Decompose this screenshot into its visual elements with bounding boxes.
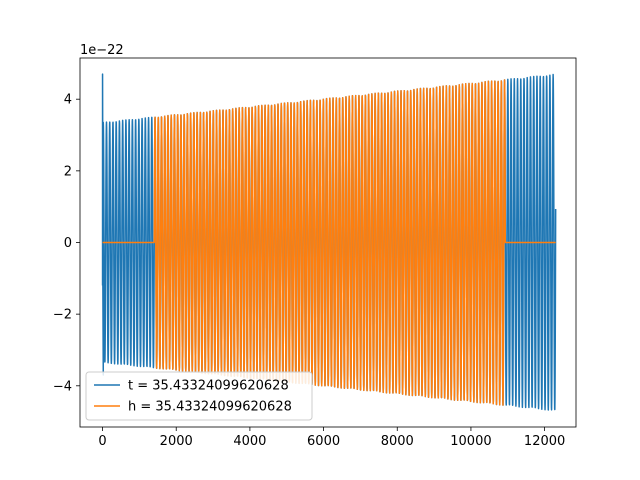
y-tick-label: −2	[53, 308, 72, 323]
axes-layer: 0 2000 4000 6000 8000 10000 12000 −4 −2 0 2 4	[53, 57, 577, 449]
legend-entry-label: t = 35.43324099620628	[128, 379, 289, 394]
x-tick-label: 2000	[160, 434, 193, 449]
series-line-2	[101, 79, 557, 406]
x-tick-label: 12000	[524, 434, 565, 449]
legend-box	[85, 371, 313, 421]
legend: t = 35.43324099620628 h = 35.433240996206…	[85, 371, 313, 421]
x-tick-label: 10000	[450, 434, 491, 449]
y-tick-label: −4	[53, 379, 72, 394]
series-layer	[101, 73, 557, 411]
y-offset-label: 1e−22	[80, 43, 124, 58]
y-tick-label: 4	[64, 93, 72, 108]
x-tick-label: 8000	[381, 434, 414, 449]
legend-entry-label: h = 35.43324099620628	[128, 400, 292, 415]
x-tick-label: 6000	[307, 434, 340, 449]
y-tick-label: 0	[64, 236, 72, 251]
x-tick-label: 4000	[233, 434, 266, 449]
x-tick-label: 0	[98, 434, 106, 449]
y-tick-label: 2	[64, 164, 72, 179]
